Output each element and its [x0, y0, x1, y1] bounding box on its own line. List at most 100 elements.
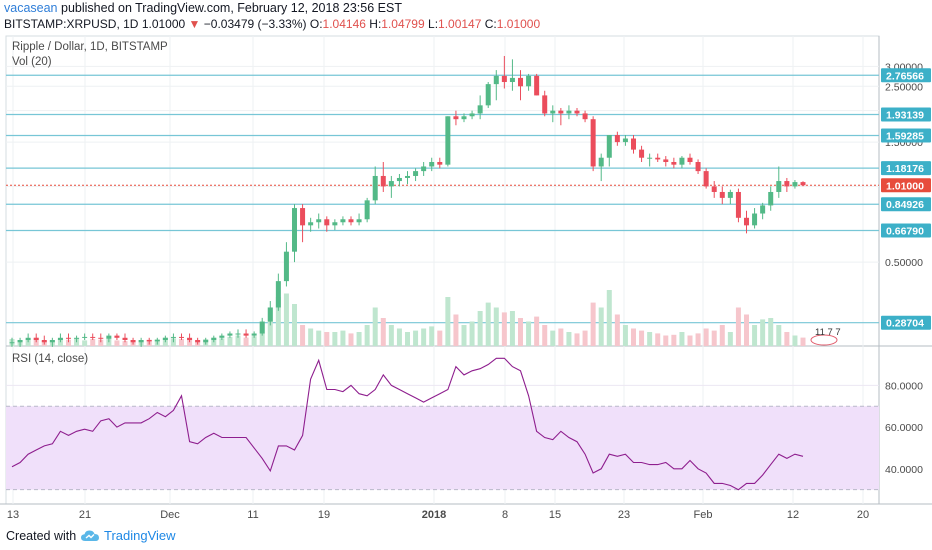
candle-body [114, 335, 120, 338]
level-tag-label: 0.66790 [886, 225, 924, 237]
candle-body [501, 75, 507, 83]
volume-bar [251, 336, 257, 346]
volume-bar [227, 336, 233, 346]
volume-bar [219, 338, 225, 346]
candle-body [550, 110, 556, 114]
candle-body [195, 340, 201, 343]
volume-bar [404, 332, 411, 346]
candle-body [203, 340, 209, 343]
volume-bar [622, 325, 628, 346]
volume-bar [727, 332, 733, 346]
candle-body [275, 281, 281, 308]
volume-bar [356, 332, 362, 346]
candle-body [219, 335, 225, 338]
volume-bar [300, 325, 306, 346]
candle-body [437, 162, 443, 165]
author-link[interactable]: vacasean [4, 1, 58, 15]
volume-bar [372, 307, 378, 346]
candle-body [49, 340, 55, 343]
candle-body [784, 181, 790, 187]
close-value: 1.01000 [496, 17, 541, 31]
volume-bar [606, 290, 612, 346]
rsi-line [11, 357, 804, 491]
level-tag [881, 68, 931, 83]
time-tick-label: 8 [502, 509, 508, 521]
candle-body [760, 205, 766, 214]
candle-body [146, 340, 152, 342]
volume-bar [461, 325, 467, 346]
candle-body [792, 182, 798, 187]
open-value: 1.04146 [322, 17, 366, 31]
candle-body [251, 333, 257, 336]
candle-body [542, 95, 548, 114]
volume-bar [598, 307, 604, 346]
level-tag-label: 1.59285 [886, 131, 924, 143]
candle-body [695, 162, 701, 172]
volume-bar [719, 325, 725, 346]
rsi-tick-label: 80.0000 [885, 380, 923, 392]
candle-body [534, 75, 540, 96]
level-tag-label: 1.93139 [886, 109, 924, 121]
volume-bar [639, 330, 645, 346]
time-tick-label: 12 [787, 509, 799, 521]
tradingview-cloud-icon [81, 530, 99, 541]
volume-bar [324, 332, 330, 346]
price-change: −0.03479 (−3.33%) [203, 17, 307, 31]
candle-body [291, 208, 298, 252]
candle-body [558, 110, 564, 114]
candle-body [566, 110, 572, 114]
volume-bar [768, 318, 774, 346]
candle-body [243, 333, 249, 336]
volume-bar [784, 332, 790, 346]
candle-body [711, 186, 717, 192]
candle-body [485, 84, 491, 106]
rsi-tick-label: 60.0000 [885, 422, 923, 434]
current-price-label: 1.01000 [886, 180, 924, 192]
volume-bar [178, 339, 185, 346]
candle-body [606, 135, 612, 158]
candle-body [57, 337, 63, 340]
ohlc-info: BITSTAMP:XRPUSD, 1D 1.01000 ▼ −0.03479 (… [4, 17, 540, 31]
volume-bar [703, 328, 709, 346]
current-price-tag [881, 178, 931, 193]
tradingview-link[interactable]: TradingView [80, 528, 176, 543]
candle-body [170, 336, 176, 338]
volume-bar [550, 330, 556, 346]
volume-bar [25, 339, 31, 346]
candle-body [130, 340, 136, 343]
volume-bar [663, 335, 669, 346]
candle-body [340, 219, 346, 223]
volume-bar [437, 330, 443, 346]
volume-value-label: 11 7 7 [815, 327, 841, 338]
down-arrow-icon: ▼ [188, 17, 201, 31]
candle-body [493, 75, 499, 85]
price-tick-label: 0.50000 [885, 257, 923, 269]
volume-bar [792, 335, 798, 346]
chart-header: vacasean published on TradingView.com, F… [0, 0, 932, 34]
level-tag-label: 0.84926 [886, 199, 924, 211]
volume-bar [711, 330, 717, 346]
volume-bar [517, 318, 524, 346]
level-tag [881, 315, 931, 330]
candle-body [187, 337, 193, 340]
chart-area[interactable]: 13 21 Dec 11 19 2018 8 15 23 Feb 12 20 3.00000 2.5000… [0, 34, 932, 524]
volume-bar [671, 334, 677, 346]
candle-body [413, 171, 419, 176]
candle-body [671, 162, 677, 165]
rsi-tick-label: 40.0000 [885, 464, 923, 476]
level-tag [881, 197, 931, 212]
price-tick-label: 2.50000 [885, 81, 923, 93]
last-price: 1.01000 [141, 17, 186, 31]
candle-body [348, 219, 354, 223]
candle-body [17, 340, 23, 343]
volume-bar [283, 293, 289, 346]
candle-body [227, 333, 233, 336]
level-tag [881, 161, 931, 176]
candle-body [421, 166, 427, 172]
time-tick-label: 23 [618, 509, 630, 521]
volume-bar [187, 339, 193, 346]
volume-bar [501, 312, 507, 346]
chart-canvas[interactable]: 13 21 Dec 11 19 2018 8 15 23 Feb 12 203.000002.5000… [0, 34, 932, 524]
candle-body [90, 336, 96, 338]
volume-bar [90, 339, 96, 346]
